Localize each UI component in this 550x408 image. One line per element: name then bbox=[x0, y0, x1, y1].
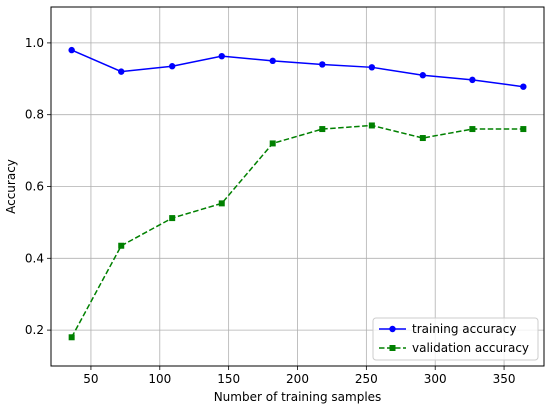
legend-marker bbox=[389, 325, 396, 333]
data-point bbox=[520, 83, 527, 90]
data-point bbox=[469, 76, 476, 84]
data-point bbox=[68, 334, 75, 341]
series-training-accuracy bbox=[68, 46, 527, 90]
x-tick-label: 350 bbox=[493, 372, 516, 386]
y-tick-label: 1.0 bbox=[25, 36, 44, 50]
y-axis-label: Accuracy bbox=[4, 159, 18, 214]
y-tick-label: 0.2 bbox=[25, 323, 44, 337]
data-point bbox=[218, 200, 225, 207]
data-point bbox=[68, 46, 75, 54]
x-tick-label: 300 bbox=[424, 372, 447, 386]
series-validation-accuracy bbox=[68, 122, 527, 341]
series-line bbox=[71, 49, 524, 88]
legend-label: validation accuracy bbox=[412, 341, 529, 355]
grid bbox=[51, 7, 544, 366]
x-tick-label: 50 bbox=[83, 372, 98, 386]
data-point bbox=[319, 126, 326, 133]
legend-box bbox=[372, 317, 539, 361]
data-point bbox=[218, 52, 225, 60]
data-point bbox=[319, 61, 326, 68]
x-tick-label: 150 bbox=[217, 372, 240, 386]
legend-entry: training accuracy bbox=[379, 322, 516, 336]
y-tick-label: 0.4 bbox=[25, 251, 44, 265]
series-line bbox=[71, 124, 524, 338]
data-point bbox=[118, 242, 125, 249]
legend-marker bbox=[389, 345, 396, 351]
x-tick-label: 250 bbox=[355, 372, 378, 386]
plot-series bbox=[68, 46, 527, 341]
data-point bbox=[469, 126, 476, 133]
x-tick-label: 100 bbox=[148, 372, 171, 386]
legend-entry: validation accuracy bbox=[379, 341, 529, 355]
x-axis-ticks: 50 100 150 200 250 300 350 bbox=[83, 366, 516, 386]
legend-label: training accuracy bbox=[412, 322, 516, 336]
x-tick-label: 200 bbox=[286, 372, 309, 386]
data-point bbox=[520, 126, 527, 133]
data-point bbox=[368, 122, 375, 129]
y-tick-label: 0.6 bbox=[25, 180, 44, 194]
legend: training accuracy validation accuracy bbox=[372, 317, 539, 361]
data-point bbox=[419, 135, 426, 142]
y-axis-ticks: 0.2 0.4 0.6 0.8 1.0 bbox=[25, 36, 51, 337]
data-point bbox=[269, 140, 276, 147]
data-point bbox=[269, 57, 276, 65]
x-axis-label: Number of training samples bbox=[214, 390, 382, 404]
data-point bbox=[168, 63, 176, 70]
data-point bbox=[368, 64, 376, 71]
data-point bbox=[169, 215, 176, 222]
data-point bbox=[419, 72, 427, 79]
data-point bbox=[118, 68, 125, 75]
y-tick-label: 0.8 bbox=[25, 108, 44, 122]
